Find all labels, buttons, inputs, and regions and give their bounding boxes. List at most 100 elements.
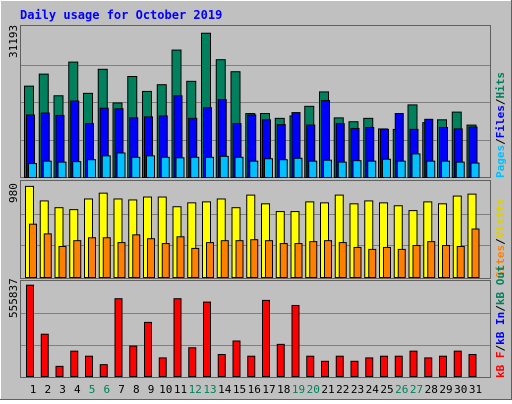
scale-label-visits: 980	[7, 183, 20, 203]
x-label-day-19: 19	[292, 383, 305, 396]
legend-hits: Hits	[494, 72, 507, 99]
x-label-day-3: 3	[59, 383, 66, 396]
legend-kb-out: kB Out	[494, 265, 507, 305]
kbf-bar-day-24	[365, 357, 374, 378]
x-label-day-5: 5	[89, 383, 96, 396]
pages-bar-day-23	[352, 160, 362, 178]
sites-bar-day-5	[88, 237, 96, 278]
kbf-bar-day-20	[306, 355, 315, 377]
legend-pages: Pages	[494, 145, 507, 178]
x-label-day-8: 8	[133, 383, 140, 396]
pages-bar-day-20	[308, 160, 318, 178]
pages-bar-day-8	[131, 156, 141, 178]
legend-sep-4: /	[494, 345, 507, 352]
scale-label-hits: 31193	[7, 25, 20, 58]
legend-kb-in: kB In	[494, 312, 507, 345]
x-label-day-29: 29	[439, 383, 452, 396]
kbf-bar-day-14	[217, 354, 226, 377]
kbf-bar-day-26	[394, 355, 403, 377]
kbf-bar-day-17	[262, 299, 270, 378]
sites-bar-day-14	[220, 240, 229, 279]
sites-bar-day-28	[427, 241, 436, 279]
sites-bar-day-21	[324, 240, 332, 279]
x-label-day-12: 12	[189, 383, 202, 396]
sites-bar-day-3	[58, 245, 67, 279]
kbf-bar-day-12	[188, 347, 197, 377]
x-label-day-18: 18	[277, 383, 290, 396]
pages-bar-day-31	[470, 162, 480, 178]
x-label-day-27: 27	[410, 383, 423, 396]
pages-bar-day-9	[146, 155, 155, 179]
x-axis-labels: 1 2 3 4 5 6 7 8 9 10 11 12 13 14 15 16 17 18 19 20 21 22 23 24 2…	[30, 383, 482, 396]
sites-bar-day-23	[353, 246, 362, 278]
sites-bar-day-4	[73, 240, 82, 279]
sites-bar-day-15	[235, 240, 244, 279]
sites-bar-day-7	[117, 242, 126, 278]
x-label-day-1: 1	[30, 383, 37, 396]
pages-bar-day-5	[87, 159, 96, 179]
kbf-bar-day-2	[40, 333, 49, 377]
pages-bar-day-22	[337, 161, 347, 179]
legend-sep-2: /	[494, 98, 507, 105]
legend-sep-5: /	[494, 305, 507, 312]
sites-bar-day-8	[132, 234, 141, 278]
legend-visits-panel: Sites/Visits	[494, 199, 507, 279]
pages-bar-day-21	[323, 159, 332, 179]
pages-bar-day-18	[278, 159, 288, 179]
pages-bar-day-16	[249, 160, 259, 178]
sites-bar-day-9	[147, 238, 155, 278]
kbf-bar-day-8	[129, 345, 138, 377]
x-label-day-28: 28	[425, 383, 438, 396]
pages-bar-day-15	[234, 156, 244, 178]
panel-visits-frame	[20, 180, 491, 279]
x-label-day-31: 31	[469, 383, 482, 396]
sites-bar-day-11	[176, 236, 185, 279]
sites-bar-day-6	[102, 237, 111, 278]
pages-bar-day-17	[264, 158, 273, 178]
sites-bar-day-25	[383, 246, 391, 278]
sites-bar-day-16	[250, 239, 259, 278]
scale-label-kbytes: 555837	[7, 278, 20, 318]
pages-bar-day-29	[441, 160, 450, 178]
pages-bar-day-14	[219, 155, 229, 178]
kbf-bar-day-11	[173, 298, 182, 377]
sites-bar-day-20	[309, 241, 318, 279]
pages-bar-day-25	[382, 158, 391, 178]
x-label-day-26: 26	[395, 383, 408, 396]
pages-bar-day-30	[455, 161, 465, 179]
kbf-bar-day-23	[350, 360, 359, 378]
sites-bar-day-2	[43, 233, 52, 278]
legend-visits: Visits	[494, 199, 507, 239]
x-label-day-23: 23	[351, 383, 364, 396]
sites-bar-day-26	[397, 248, 406, 279]
kbf-bar-day-3	[55, 365, 64, 378]
kbf-bar-day-21	[321, 360, 329, 378]
kbf-bar-day-9	[144, 321, 152, 378]
pages-bar-day-10	[160, 156, 170, 178]
x-label-day-14: 14	[218, 383, 232, 396]
legend-files: Files	[494, 105, 507, 138]
pages-bar-day-1	[28, 163, 37, 179]
pages-bar-day-28	[426, 160, 436, 178]
sites-bar-day-29	[442, 245, 450, 279]
x-label-day-10: 10	[159, 383, 172, 396]
x-label-day-11: 11	[174, 383, 187, 396]
pages-bar-day-6	[101, 155, 111, 179]
pages-bar-day-2	[42, 160, 52, 178]
kbf-bar-day-18	[276, 343, 285, 378]
sites-bar-day-18	[279, 243, 288, 278]
kbf-bar-day-19	[291, 304, 300, 377]
pages-bar-day-7	[116, 152, 126, 178]
panel-kbytes-frame	[20, 280, 491, 378]
kbf-bar-day-7	[114, 298, 123, 377]
kbf-bar-day-10	[158, 357, 167, 378]
legend-sites: Sites	[494, 245, 507, 278]
kbf-bar-day-29	[439, 355, 447, 377]
sites-bar-day-10	[161, 243, 170, 278]
sites-bar-day-30	[456, 245, 465, 279]
kbf-bar-day-31	[468, 354, 477, 377]
sites-bar-day-31	[471, 228, 480, 278]
sites-bar-day-1	[29, 223, 37, 278]
